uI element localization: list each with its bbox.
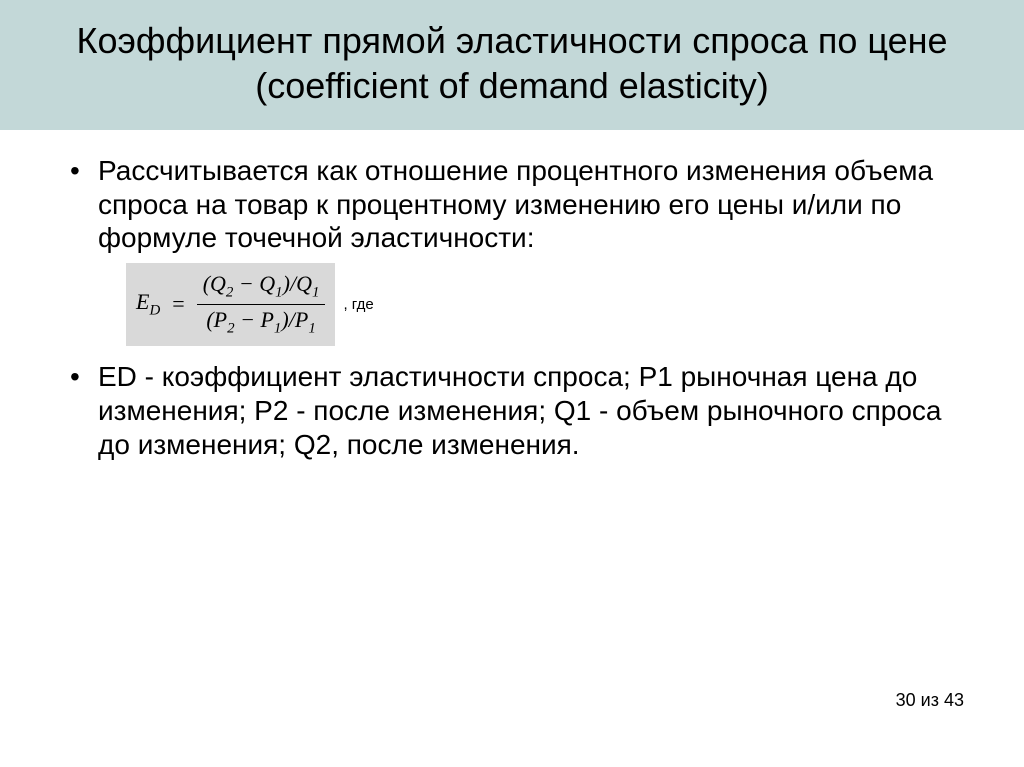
equals-sign: = [172, 291, 184, 317]
formula-lhs: ED [136, 289, 160, 320]
den-p2: P [214, 307, 227, 332]
den-minus: − [235, 307, 261, 332]
num-q2: Q [210, 271, 226, 296]
num-q1a-sub: 1 [275, 284, 282, 300]
slide-content: Рассчитывается как отношение процентного… [0, 130, 1024, 461]
bullet-item-1: Рассчитывается как отношение процентного… [70, 154, 974, 346]
den-p2-sub: 2 [227, 321, 234, 337]
fraction-numerator: (Q2 − Q1)/Q1 [197, 269, 326, 304]
slide: Коэффициент прямой эластичности спроса п… [0, 0, 1024, 767]
lhs-symbol: E [136, 289, 149, 314]
den-p1b-sub: 1 [308, 321, 315, 337]
page-current: 30 [896, 690, 916, 710]
num-q1a: Q [259, 271, 275, 296]
page-sep: из [916, 690, 944, 710]
lhs-subscript: D [149, 302, 160, 318]
den-p1a: P [260, 307, 273, 332]
den-p1b: P [295, 307, 308, 332]
den-open: ( [206, 307, 213, 332]
formula-box: ED = (Q2 − Q1)/Q1 (P2 − P1)/P1 [126, 263, 335, 347]
bullet-list: Рассчитывается как отношение процентного… [70, 154, 974, 461]
bullet-item-2: ED - коэффициент эластичности спроса; P1… [70, 360, 974, 461]
fraction-denominator: (P2 − P1)/P1 [200, 305, 321, 340]
num-minus: − [233, 271, 259, 296]
slide-title: Коэффициент прямой эластичности спроса п… [60, 18, 964, 108]
bullet-text-2: ED - коэффициент эластичности спроса; P1… [98, 361, 941, 459]
formula-row: ED = (Q2 − Q1)/Q1 (P2 − P1)/P1 [126, 263, 974, 347]
title-band: Коэффициент прямой эластичности спроса п… [0, 0, 1024, 130]
den-close: )/ [281, 307, 294, 332]
num-q1b: Q [296, 271, 312, 296]
num-close: )/ [283, 271, 296, 296]
num-open: ( [203, 271, 210, 296]
page-total: 43 [944, 690, 964, 710]
num-q1b-sub: 1 [312, 284, 319, 300]
where-label: , где [343, 296, 373, 314]
bullet-text-1: Рассчитывается как отношение процентного… [98, 155, 933, 253]
formula-fraction: (Q2 − Q1)/Q1 (P2 − P1)/P1 [197, 269, 326, 341]
page-number: 30 из 43 [896, 690, 964, 711]
